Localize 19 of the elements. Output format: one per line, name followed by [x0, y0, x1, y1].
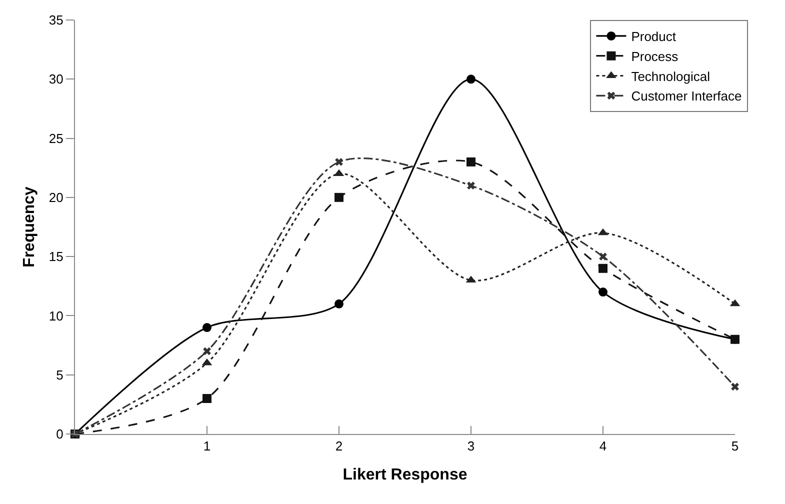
y-tick-label: 15 — [48, 249, 64, 264]
x-axis-title: Likert Response — [342, 466, 468, 484]
y-tick-label: 30 — [48, 72, 64, 87]
y-tick-label: 10 — [48, 308, 64, 324]
y-tick-label: 5 — [56, 367, 64, 382]
x-tick-label: 2 — [335, 438, 343, 454]
y-tick-label: 0 — [56, 426, 64, 442]
y-tick-label: 20 — [48, 190, 64, 205]
x-tick-label: 4 — [599, 438, 607, 454]
legend-label: Process — [631, 48, 679, 64]
y-tick-label: 25 — [48, 130, 64, 146]
x-tick-label: 5 — [731, 438, 739, 454]
y-tick-label: 35 — [48, 12, 64, 28]
x-tick-label: 1 — [203, 438, 211, 454]
x-tick-label: 3 — [467, 438, 475, 454]
legend-label: Technological — [631, 68, 710, 84]
legend-label: Customer Interface — [631, 88, 742, 104]
y-axis-title: Frequency — [20, 186, 38, 268]
legend-label: Product — [631, 29, 676, 44]
